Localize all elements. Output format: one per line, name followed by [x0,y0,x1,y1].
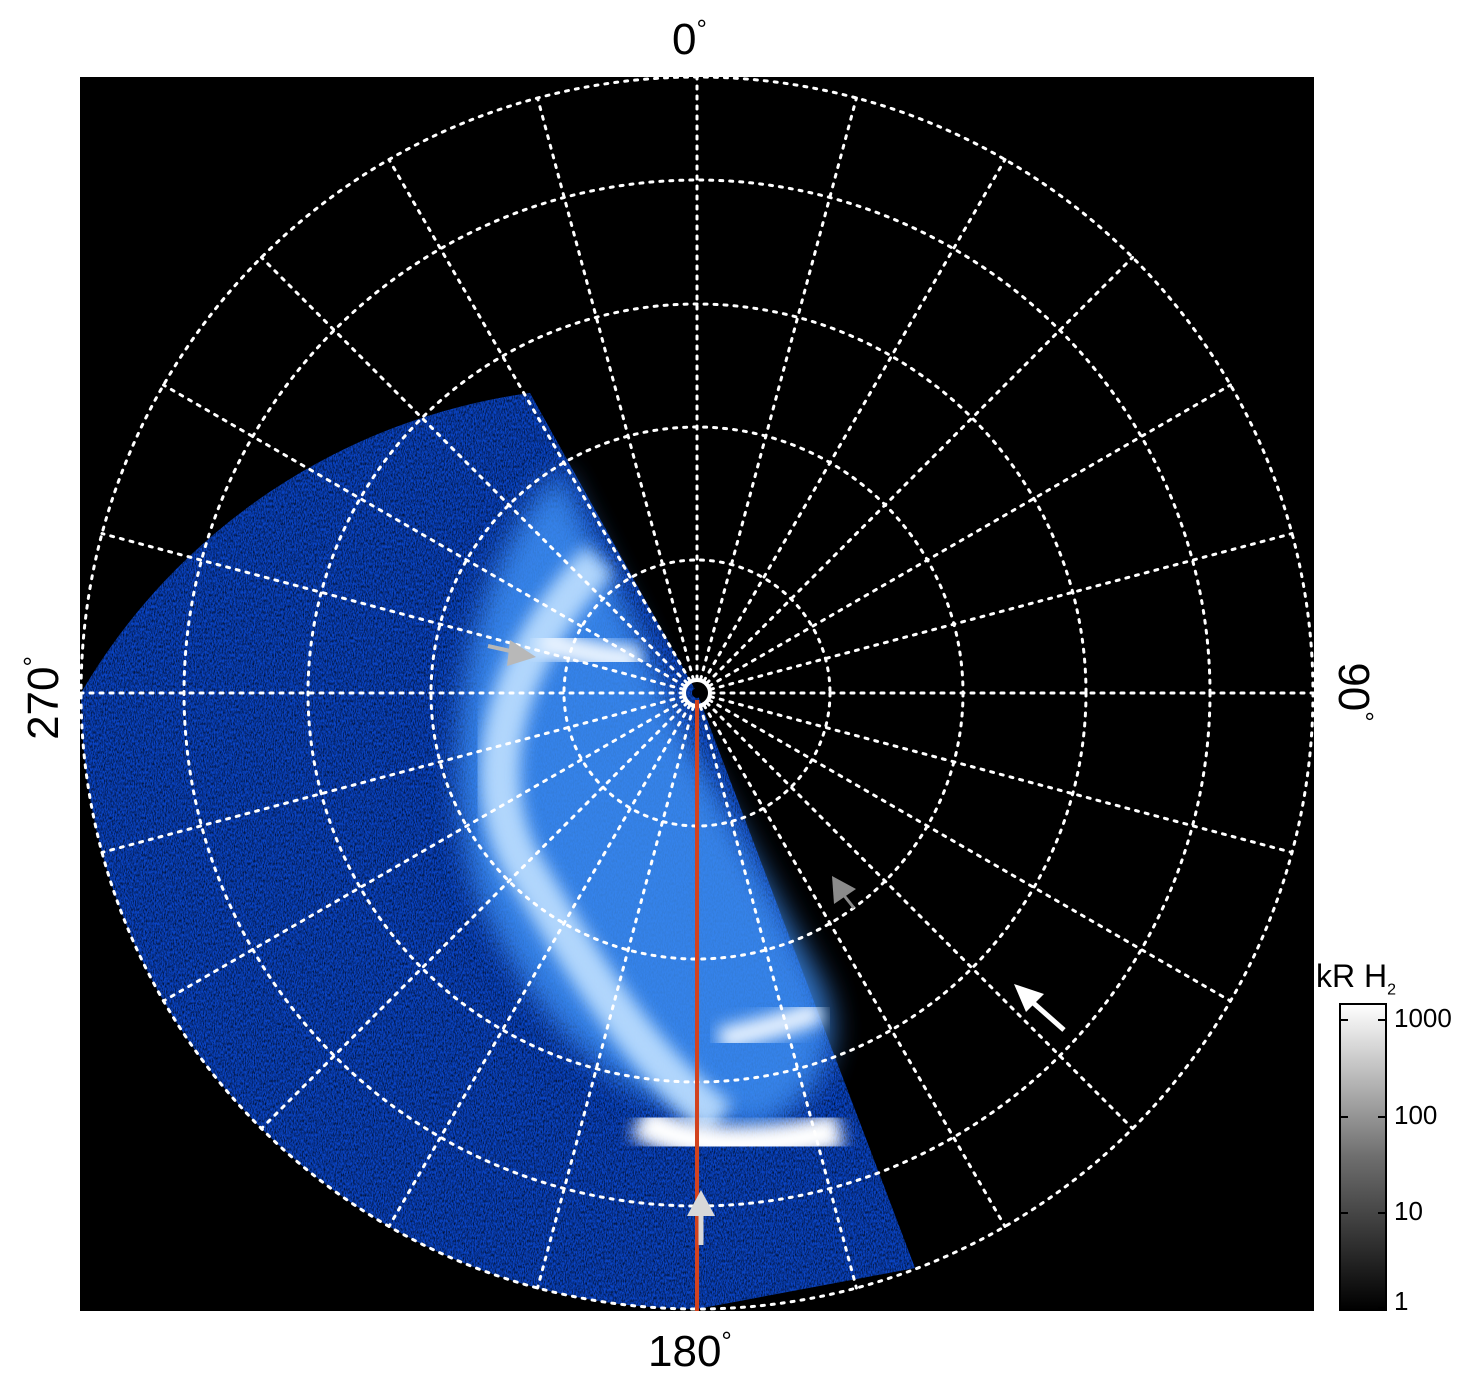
colorbar-title: kR H2 [1316,958,1396,999]
degree-symbol: ° [721,1326,732,1356]
grid-spoke [536,705,695,1290]
grid-spoke [536,96,695,681]
grid-spoke [707,698,1232,1003]
colorbar-unit: kR H [1316,958,1388,994]
grid-spoke [259,255,689,685]
colorbar [1339,1003,1387,1311]
grid-spokes [79,75,1315,1311]
grid-spoke [100,695,685,854]
colorbar-tick-label: 10 [1394,1196,1423,1226]
aurora-bright-spot [630,1104,845,1162]
label-text: 270 [19,666,68,740]
label-270-degrees: 270° [18,656,68,740]
label-text: 0 [672,15,697,64]
aurora-dawn-arc [717,999,826,1052]
colorbar-ticks [1340,1019,1386,1309]
grid-spoke [707,383,1232,688]
label-text: 90 [1329,662,1378,712]
arrow-icon [687,1190,715,1245]
arrow-icon [487,640,536,666]
grid-spoke [162,383,687,688]
aurora-upper-arc [535,626,641,674]
grid-spoke [702,703,1007,1228]
colorbar-unit-subscript: 2 [1387,981,1397,999]
label-90-degrees: 90° [1329,662,1379,721]
degree-symbol: ° [18,656,48,667]
label-180-degrees: 180° [648,1327,732,1376]
colorbar-tick-label: 1000 [1394,1003,1452,1033]
label-text: 180 [648,1327,722,1376]
pole-marker-inner [692,688,702,698]
grid-spoke [709,532,1294,691]
degree-symbol: ° [1349,711,1379,722]
grid-spoke [709,695,1294,854]
grid-spoke [162,698,687,1003]
degree-symbol: ° [696,14,707,44]
grid-spoke [705,701,1135,1131]
grid-spoke [699,96,858,681]
grid-spoke [705,255,1135,685]
grid-spoke [699,705,858,1290]
aurora-main-oval-bright [480,545,733,1136]
arrow-icon [1014,984,1066,1032]
colorbar-tick-label: 1 [1394,1286,1409,1316]
grid-spoke [259,701,689,1131]
grid-spoke [387,703,692,1228]
grid-spoke [100,532,685,691]
arrow-icon [832,876,856,909]
grid-spoke [702,158,1007,683]
grid-spoke [387,158,692,683]
colorbar-tick-label: 100 [1394,1100,1438,1130]
label-0-degrees: 0° [672,15,707,64]
